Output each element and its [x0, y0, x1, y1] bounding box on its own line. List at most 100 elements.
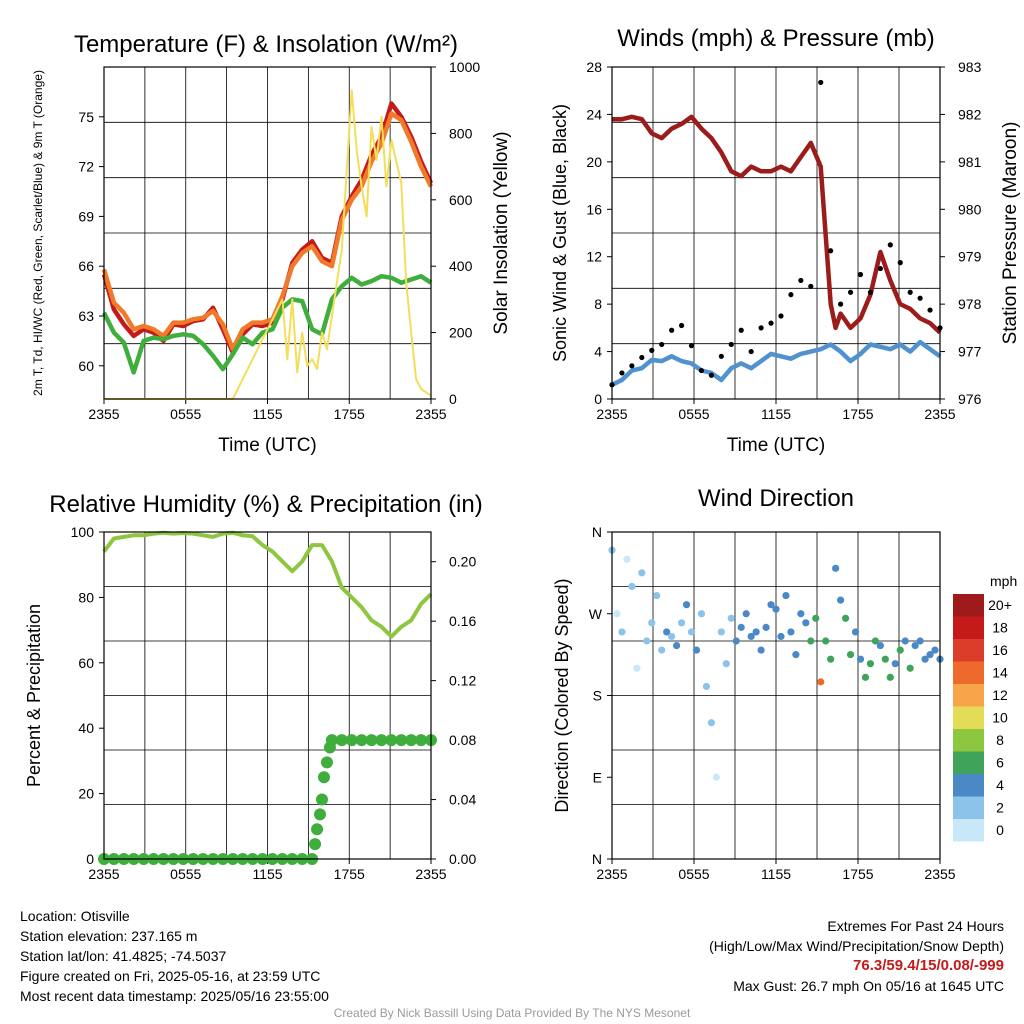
data-point	[752, 628, 760, 636]
data-point	[917, 295, 923, 301]
data-point	[808, 283, 814, 289]
chart-title: Relative Humidity (%) & Precipitation (i…	[49, 491, 482, 518]
y-tick-label: 63	[78, 308, 94, 324]
y-tick-label: 100	[71, 524, 95, 540]
chart-title: Wind Direction	[698, 485, 854, 512]
x-axis-label: Time (UTC)	[727, 435, 826, 456]
x-tick-label: 2355	[415, 866, 446, 882]
data-point	[927, 307, 933, 313]
data-point	[659, 341, 665, 348]
data-point	[841, 614, 850, 622]
plot-area	[608, 546, 944, 781]
data-point	[415, 734, 428, 747]
y-tick-label: 75	[78, 109, 94, 125]
x-tick-label: 1755	[334, 866, 365, 882]
series-line	[104, 89, 432, 400]
x-tick-label: 0555	[678, 406, 709, 422]
y-tick-label: 69	[78, 208, 94, 224]
data-point	[708, 372, 714, 378]
data-point	[832, 564, 840, 572]
y-tick-label: 20	[586, 154, 602, 170]
data-point	[797, 610, 805, 618]
y-tick-label: 20	[78, 786, 94, 802]
y2-tick-label: 800	[449, 125, 473, 141]
y-tick-label: 24	[586, 106, 602, 122]
data-point	[886, 673, 894, 681]
x-tick-label: 1155	[252, 406, 282, 422]
data-point	[718, 353, 724, 359]
data-point	[325, 734, 338, 747]
data-point	[365, 734, 378, 747]
y-tick-label: 8	[594, 296, 602, 312]
y-tick-label: 72	[78, 159, 94, 175]
x-tick-label: 2355	[88, 406, 119, 422]
data-point	[688, 343, 695, 349]
data-point	[742, 610, 750, 618]
plot-frame	[611, 531, 941, 860]
y2-tick-label: 1000	[449, 59, 480, 75]
x-tick-label: 0555	[170, 866, 201, 882]
y2-tick-label: 0	[449, 391, 457, 407]
y-tick-label: N	[592, 524, 602, 540]
data-point	[788, 292, 794, 298]
y-tick-label: 0	[594, 391, 602, 407]
data-point	[698, 367, 705, 374]
data-point	[738, 327, 744, 333]
y2-tick-label: 977	[958, 344, 982, 360]
plot-frame	[611, 66, 941, 400]
y-axis-label: Sonic Wind & Gust (Blue, Black)	[550, 104, 570, 362]
colorbar-swatch	[953, 751, 984, 774]
data-point	[639, 354, 645, 361]
y2-tick-label: 0.12	[449, 673, 476, 689]
colorbar-label: 20+	[988, 597, 1012, 613]
y2-tick-label: 400	[449, 258, 473, 274]
data-point	[314, 808, 327, 821]
chart-title: Temperature (F) & Insolation (W/m²)	[74, 31, 458, 58]
data-point	[778, 313, 784, 319]
data-point	[643, 637, 651, 645]
data-point	[787, 628, 795, 636]
colorbar-label: 6	[996, 755, 1004, 771]
colorbar-swatch	[953, 729, 984, 752]
data-point	[747, 632, 755, 641]
data-point	[673, 641, 681, 650]
y-tick-label: 60	[78, 655, 94, 671]
data-point	[861, 673, 870, 681]
y-tick-label: W	[589, 606, 603, 622]
data-point	[653, 591, 661, 600]
data-point	[668, 632, 676, 641]
data-point	[837, 596, 845, 604]
x-tick-label: 1155	[761, 406, 791, 422]
y2-tick-label: 0.08	[449, 732, 476, 748]
colorbar: mph 20+ 18 16 14 12 10 8 6 4 2 0	[953, 573, 1017, 842]
x-tick-label: 2355	[88, 866, 119, 882]
data-point	[638, 569, 646, 577]
x-tick-label: 1755	[842, 866, 873, 882]
data-point	[311, 823, 324, 836]
data-point	[867, 289, 874, 295]
max-gust: Max Gust: 26.7 mph On 05/16 at 1645 UTC	[733, 978, 1004, 994]
x-tick-label: 1755	[842, 406, 873, 422]
data-point	[629, 363, 635, 369]
y2-tick-label: 0.00	[449, 851, 476, 867]
y-axis-label: Direction (Colored By Speed)	[552, 578, 572, 812]
data-point	[658, 646, 666, 654]
panel-1: Temperature (F) & Insolation (W/m²) 2355 0…	[31, 31, 512, 456]
y-tick-label: S	[593, 688, 602, 704]
data-point	[728, 341, 734, 348]
colorbar-label: 4	[996, 777, 1004, 793]
series-line	[612, 114, 942, 335]
station-elevation: Station elevation: 237.165 m	[20, 928, 198, 944]
y-tick-label: 66	[78, 258, 94, 274]
data-point	[877, 265, 883, 272]
data-point	[857, 271, 864, 278]
extremes-values: 76.3/59.4/15/0.08/-999	[853, 957, 1004, 974]
y-tick-label: N	[592, 851, 602, 867]
x-tick-label: 2355	[596, 406, 627, 422]
data-point	[316, 793, 328, 806]
y2-axis-label: Solar Insolation (Yellow)	[491, 131, 512, 334]
data-point	[677, 619, 686, 627]
colorbar-label: 16	[992, 642, 1008, 658]
data-point	[758, 325, 764, 331]
data-point	[818, 79, 824, 86]
